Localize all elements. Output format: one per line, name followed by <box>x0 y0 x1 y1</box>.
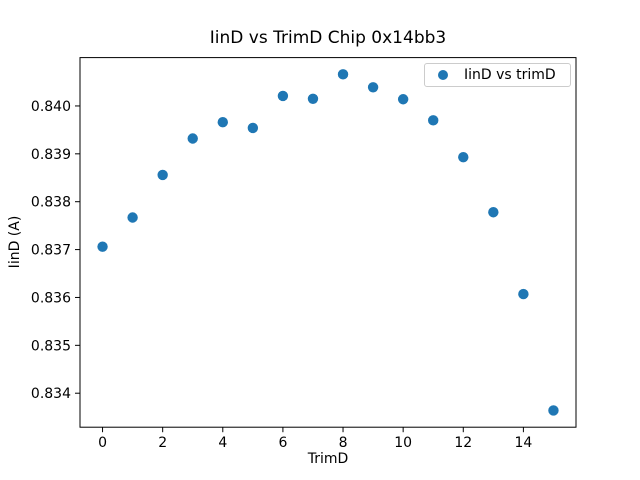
x-tick-label: 12 <box>454 435 472 451</box>
scatter-point <box>277 90 289 102</box>
y-tick-label: 0.837 <box>31 243 71 259</box>
plot-spines <box>79 57 577 428</box>
x-tick-label: 14 <box>514 435 532 451</box>
y-tick-label: 0.838 <box>31 195 71 211</box>
x-axis-label: TrimD <box>307 451 349 467</box>
scatter-point <box>97 241 108 252</box>
y-tick-label: 0.835 <box>31 338 71 354</box>
scatter-point <box>397 94 409 105</box>
y-tick-label: 0.840 <box>31 99 71 115</box>
scatter-point <box>247 122 259 134</box>
scatter-point <box>488 207 499 218</box>
legend-entry-label: IinD vs trimD <box>464 67 556 83</box>
legend-marker-dot-icon <box>438 70 448 80</box>
scatter-point <box>367 82 379 93</box>
x-tick-label: 2 <box>158 435 167 451</box>
y-tick-label: 0.834 <box>31 386 71 402</box>
x-tick-label: 0 <box>98 435 107 451</box>
scatter-point <box>337 69 349 80</box>
scatter-point <box>127 212 138 223</box>
scatter-point <box>428 115 439 126</box>
scatter-point <box>187 133 198 144</box>
scatter-point <box>157 169 168 181</box>
y-axis-label: IinD (A) <box>7 215 23 269</box>
y-tick-label: 0.839 <box>31 147 71 163</box>
scatter-point <box>458 151 469 163</box>
scatter-point <box>307 93 319 104</box>
chart-title: IinD vs TrimD Chip 0x14bb3 <box>209 28 447 48</box>
x-tick-label: 10 <box>394 435 412 451</box>
x-tick-label: 8 <box>339 435 348 451</box>
x-tick-label: 6 <box>278 435 287 451</box>
y-tick-label: 0.836 <box>31 290 71 306</box>
scatter-point <box>548 405 559 416</box>
scatter-point <box>518 288 529 300</box>
x-tick-label: 4 <box>218 435 227 451</box>
scatter-point <box>217 117 228 128</box>
legend: IinD vs trimD <box>424 63 571 87</box>
